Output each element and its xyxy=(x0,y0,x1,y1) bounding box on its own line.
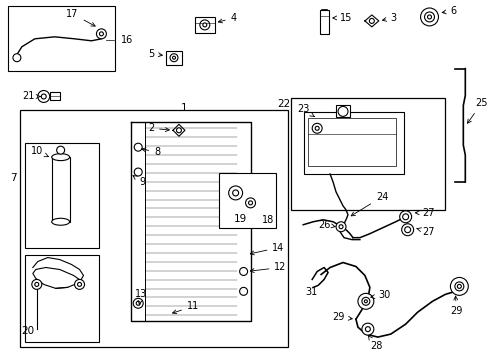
Text: 11: 11 xyxy=(172,301,199,314)
Circle shape xyxy=(404,227,410,233)
Text: 13: 13 xyxy=(135,289,147,305)
Text: 15: 15 xyxy=(332,13,352,23)
Circle shape xyxy=(200,20,209,30)
Text: 26: 26 xyxy=(318,220,334,230)
Text: 31: 31 xyxy=(305,287,317,297)
Circle shape xyxy=(133,298,143,308)
Circle shape xyxy=(245,198,255,208)
Circle shape xyxy=(357,293,373,309)
Text: 6: 6 xyxy=(441,6,456,16)
Circle shape xyxy=(134,168,142,176)
Circle shape xyxy=(13,54,21,62)
Text: 18: 18 xyxy=(261,215,273,225)
Circle shape xyxy=(99,32,103,36)
Circle shape xyxy=(32,279,41,289)
Text: 29: 29 xyxy=(449,296,462,316)
Bar xyxy=(320,10,328,34)
Circle shape xyxy=(248,201,252,205)
Text: 20: 20 xyxy=(21,326,34,336)
Circle shape xyxy=(35,282,39,287)
Bar xyxy=(195,17,214,33)
Circle shape xyxy=(239,287,247,295)
Text: 30: 30 xyxy=(370,290,389,300)
Bar xyxy=(52,157,69,222)
Circle shape xyxy=(74,279,84,289)
Text: 23: 23 xyxy=(296,104,314,117)
Text: 9: 9 xyxy=(133,176,145,187)
Ellipse shape xyxy=(52,218,69,225)
Text: 19: 19 xyxy=(233,214,247,224)
Circle shape xyxy=(176,128,181,133)
Circle shape xyxy=(239,267,247,275)
Circle shape xyxy=(402,214,408,220)
Circle shape xyxy=(364,300,366,303)
Text: 4: 4 xyxy=(218,13,236,23)
Text: 29: 29 xyxy=(332,312,351,322)
Bar xyxy=(291,99,445,210)
Circle shape xyxy=(38,90,50,103)
Text: 25: 25 xyxy=(467,98,487,123)
Bar xyxy=(335,105,349,117)
Bar xyxy=(25,255,99,342)
Text: 14: 14 xyxy=(250,243,284,255)
Bar xyxy=(307,118,395,166)
Circle shape xyxy=(311,123,322,133)
Text: 2: 2 xyxy=(147,123,169,133)
Bar xyxy=(8,6,115,71)
Circle shape xyxy=(427,15,430,19)
Text: 7: 7 xyxy=(10,173,16,183)
Bar xyxy=(218,173,276,228)
Text: 22: 22 xyxy=(277,99,290,109)
Text: 27: 27 xyxy=(414,208,434,218)
Circle shape xyxy=(399,211,411,223)
Circle shape xyxy=(203,23,206,27)
Bar xyxy=(304,112,403,174)
Text: 10: 10 xyxy=(30,146,48,157)
Circle shape xyxy=(454,282,463,291)
Circle shape xyxy=(232,190,238,196)
Text: 1: 1 xyxy=(180,103,187,113)
Circle shape xyxy=(401,224,413,236)
Ellipse shape xyxy=(52,154,69,161)
Circle shape xyxy=(78,282,81,287)
Circle shape xyxy=(424,12,434,22)
Text: 8: 8 xyxy=(142,147,160,157)
Circle shape xyxy=(337,107,347,116)
Circle shape xyxy=(456,284,460,288)
Bar xyxy=(25,143,99,248)
Circle shape xyxy=(134,143,142,151)
Bar xyxy=(20,111,288,347)
Text: 12: 12 xyxy=(250,262,286,273)
Circle shape xyxy=(361,297,369,305)
Bar xyxy=(166,51,182,65)
Text: 24: 24 xyxy=(350,192,387,216)
Circle shape xyxy=(96,29,106,39)
Circle shape xyxy=(136,301,140,305)
Circle shape xyxy=(170,54,178,62)
Text: 27: 27 xyxy=(416,227,434,237)
Circle shape xyxy=(228,186,242,200)
Circle shape xyxy=(361,323,373,335)
Circle shape xyxy=(41,94,46,99)
Bar xyxy=(50,91,60,100)
Text: 5: 5 xyxy=(147,49,162,59)
Circle shape xyxy=(368,18,374,23)
Text: 3: 3 xyxy=(382,13,396,23)
Circle shape xyxy=(335,222,346,232)
Circle shape xyxy=(338,225,342,229)
Text: 21: 21 xyxy=(22,91,41,102)
Circle shape xyxy=(449,278,468,295)
Text: 16: 16 xyxy=(121,35,133,45)
Circle shape xyxy=(57,146,64,154)
Circle shape xyxy=(172,56,175,59)
Text: 17: 17 xyxy=(66,9,95,26)
Circle shape xyxy=(420,8,438,26)
Circle shape xyxy=(365,327,369,332)
Text: 28: 28 xyxy=(367,336,382,351)
Circle shape xyxy=(315,126,319,130)
